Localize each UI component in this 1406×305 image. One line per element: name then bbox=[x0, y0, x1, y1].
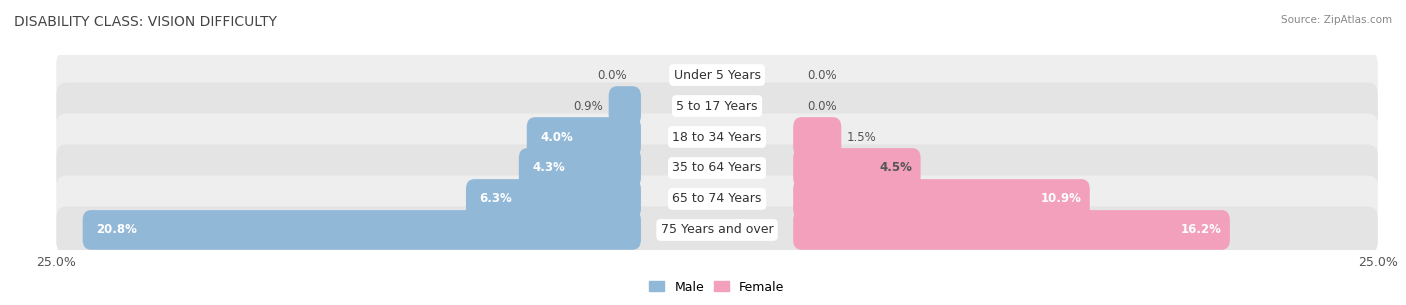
Text: 65 to 74 Years: 65 to 74 Years bbox=[672, 192, 762, 206]
Text: 75 Years and over: 75 Years and over bbox=[661, 224, 773, 236]
Text: 10.9%: 10.9% bbox=[1040, 192, 1081, 206]
FancyBboxPatch shape bbox=[793, 210, 1230, 250]
Text: 16.2%: 16.2% bbox=[1181, 224, 1222, 236]
Text: Source: ZipAtlas.com: Source: ZipAtlas.com bbox=[1281, 15, 1392, 25]
Text: 0.0%: 0.0% bbox=[598, 69, 627, 81]
FancyBboxPatch shape bbox=[793, 148, 921, 188]
Text: 6.3%: 6.3% bbox=[479, 192, 512, 206]
FancyBboxPatch shape bbox=[465, 179, 641, 219]
Text: Under 5 Years: Under 5 Years bbox=[673, 69, 761, 81]
Legend: Male, Female: Male, Female bbox=[644, 275, 790, 299]
Text: 4.3%: 4.3% bbox=[531, 161, 565, 174]
Text: 4.0%: 4.0% bbox=[540, 131, 572, 144]
FancyBboxPatch shape bbox=[56, 145, 1378, 192]
FancyBboxPatch shape bbox=[56, 52, 1378, 99]
FancyBboxPatch shape bbox=[56, 113, 1378, 160]
Text: 0.9%: 0.9% bbox=[574, 99, 603, 113]
FancyBboxPatch shape bbox=[793, 117, 841, 157]
FancyBboxPatch shape bbox=[56, 175, 1378, 223]
FancyBboxPatch shape bbox=[83, 210, 641, 250]
Text: 35 to 64 Years: 35 to 64 Years bbox=[672, 161, 762, 174]
Text: DISABILITY CLASS: VISION DIFFICULTY: DISABILITY CLASS: VISION DIFFICULTY bbox=[14, 15, 277, 29]
Text: 0.0%: 0.0% bbox=[807, 99, 837, 113]
Text: 5 to 17 Years: 5 to 17 Years bbox=[676, 99, 758, 113]
FancyBboxPatch shape bbox=[56, 82, 1378, 130]
Text: 1.5%: 1.5% bbox=[846, 131, 876, 144]
Text: 4.5%: 4.5% bbox=[880, 161, 912, 174]
FancyBboxPatch shape bbox=[519, 148, 641, 188]
Text: 0.0%: 0.0% bbox=[807, 69, 837, 81]
FancyBboxPatch shape bbox=[56, 206, 1378, 253]
FancyBboxPatch shape bbox=[609, 86, 641, 126]
Text: 20.8%: 20.8% bbox=[96, 224, 136, 236]
FancyBboxPatch shape bbox=[793, 179, 1090, 219]
FancyBboxPatch shape bbox=[527, 117, 641, 157]
Text: 18 to 34 Years: 18 to 34 Years bbox=[672, 131, 762, 144]
